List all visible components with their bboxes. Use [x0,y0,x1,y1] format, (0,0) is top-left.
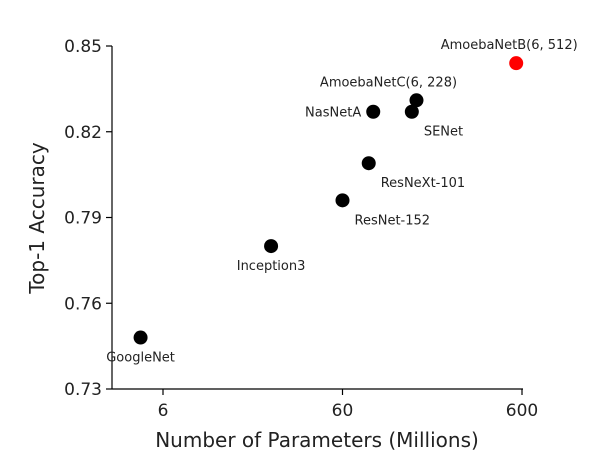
data-point-0 [133,330,148,345]
point-labels: GoogleNet Inception3 ResNet-152 ResNeXt-101… [106,38,577,365]
x-axis-title: Number of Parameters (Millions) [155,428,479,452]
data-point-7 [509,56,524,71]
data-point-6 [404,104,419,119]
x-ticks: 6 60 600 [158,389,538,421]
point-label-3: ResNeXt-101 [381,176,465,191]
data-point-5 [409,93,424,108]
point-label-1: Inception3 [237,259,306,274]
y-tick-label: 0.79 [64,209,102,229]
point-label-7: AmoebaNetB(6, 512) [441,38,578,53]
data-point-4 [366,104,381,119]
y-tick-label: 0.76 [64,294,102,314]
y-tick-label: 0.73 [64,380,102,400]
data-points [133,56,524,345]
point-label-2: ResNet-152 [355,213,431,228]
point-label-5: AmoebaNetC(6, 228) [320,75,457,90]
point-label-4: NasNetA [305,106,361,121]
data-point-1 [264,239,279,254]
point-label-0: GoogleNet [106,351,175,366]
x-tick-label: 600 [506,401,538,421]
y-tick-label: 0.85 [64,37,102,57]
y-ticks: 0.73 0.76 0.79 0.82 0.85 [64,37,112,400]
axes [111,46,523,390]
data-point-3 [361,156,376,171]
data-point-2 [335,193,350,208]
x-tick-label: 60 [332,401,354,421]
y-tick-label: 0.82 [64,123,102,143]
x-tick-label: 6 [158,401,169,421]
point-label-6: SENet [424,125,463,140]
y-axis-title: Top-1 Accuracy [25,142,49,295]
